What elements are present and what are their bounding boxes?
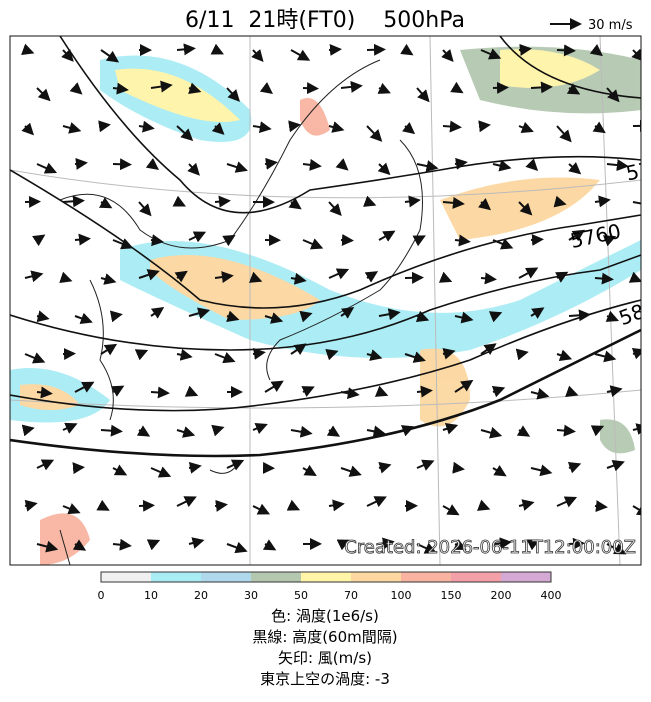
colorbar-segment xyxy=(351,572,401,582)
caption-line: 矢印: 風(m/s) xyxy=(278,649,372,667)
wind-scale: 30 m/s xyxy=(588,18,633,33)
colorbar-tick-label: 0 xyxy=(98,589,105,602)
wind-arrow xyxy=(595,278,612,279)
colorbar-tick-label: 50 xyxy=(294,589,308,602)
colorbar-tick-label: 150 xyxy=(441,589,462,602)
wind-arrow xyxy=(329,49,340,50)
wind-arrow xyxy=(645,544,651,548)
caption-line: 色: 渦度(1e6/s) xyxy=(271,607,379,625)
wind-arrow xyxy=(645,88,651,91)
colorbar-tick-label: 30 xyxy=(244,589,258,602)
wind-arrow xyxy=(557,50,574,51)
wind-arrow xyxy=(481,125,489,126)
colorbar-tick-label: 20 xyxy=(194,589,208,602)
wind-arrow xyxy=(101,430,121,431)
colorbar-tick-label: 200 xyxy=(491,589,512,602)
wind-arrow xyxy=(75,239,89,240)
wind-arrow xyxy=(75,467,83,468)
colorbar-segment xyxy=(251,572,301,582)
wind-arrow xyxy=(113,164,130,165)
wind-arrow xyxy=(367,49,384,50)
wind-arrow xyxy=(341,240,352,241)
contour-label: 57 xyxy=(624,157,651,186)
wind-arrow xyxy=(645,381,651,392)
colorbar-segment xyxy=(101,572,151,582)
caption-line: 東京上空の渦度: -3 xyxy=(260,670,390,688)
wind-arrow xyxy=(595,506,606,507)
colorbar-segment xyxy=(401,572,451,582)
wind-arrow xyxy=(481,278,495,279)
wind-arrow xyxy=(645,163,651,164)
colorbar-tick-label: 70 xyxy=(344,589,358,602)
wind-arrow xyxy=(63,201,83,202)
wind-arrow xyxy=(139,505,153,506)
map: 5760 57 58 Created: 2026-06-11T12:00:00Z xyxy=(10,36,651,565)
wind-arrow xyxy=(519,49,530,50)
colorbar-segment xyxy=(451,572,501,582)
wind-arrow xyxy=(531,239,542,240)
wind-arrow xyxy=(493,87,507,88)
wind-arrow xyxy=(215,505,226,506)
wind-arrow xyxy=(531,87,551,88)
colorbar-tick-label: 10 xyxy=(144,589,158,602)
wind-arrow xyxy=(455,468,463,469)
wind-arrow xyxy=(569,315,589,316)
wind-arrow xyxy=(75,163,86,164)
caption: 色: 渦度(1e6/s) 黒線: 高度(60m間隔) 矢印: 風(m/s) 東京上空の… xyxy=(252,607,397,688)
wind-arrow xyxy=(645,240,651,243)
colorbar-segment xyxy=(501,572,551,582)
wind-arrow xyxy=(303,88,317,89)
wind-arrow xyxy=(101,125,109,126)
colorbar-segment xyxy=(151,572,201,582)
colorbar-segment xyxy=(201,572,251,582)
wind-arrow xyxy=(443,126,460,127)
wind-arrow xyxy=(151,392,168,393)
colorbar-tick-label: 400 xyxy=(541,589,562,602)
wind-arrow xyxy=(645,316,651,318)
created-stamp: Created: 2026-06-11T12:00:00Z xyxy=(344,537,636,558)
wind-arrow xyxy=(215,201,229,202)
title: 6/11 21時(FT0) 500hPa xyxy=(185,8,465,33)
colorbar: 0 10 20 30 50 70 100 150 200 400 xyxy=(98,572,562,602)
wind-arrow xyxy=(291,125,299,126)
caption-line: 黒線: 高度(60m間隔) xyxy=(252,628,397,646)
colorbar-segment xyxy=(301,572,351,582)
colorbar-tick-label: 100 xyxy=(391,589,412,602)
wind-arrow xyxy=(645,468,651,470)
